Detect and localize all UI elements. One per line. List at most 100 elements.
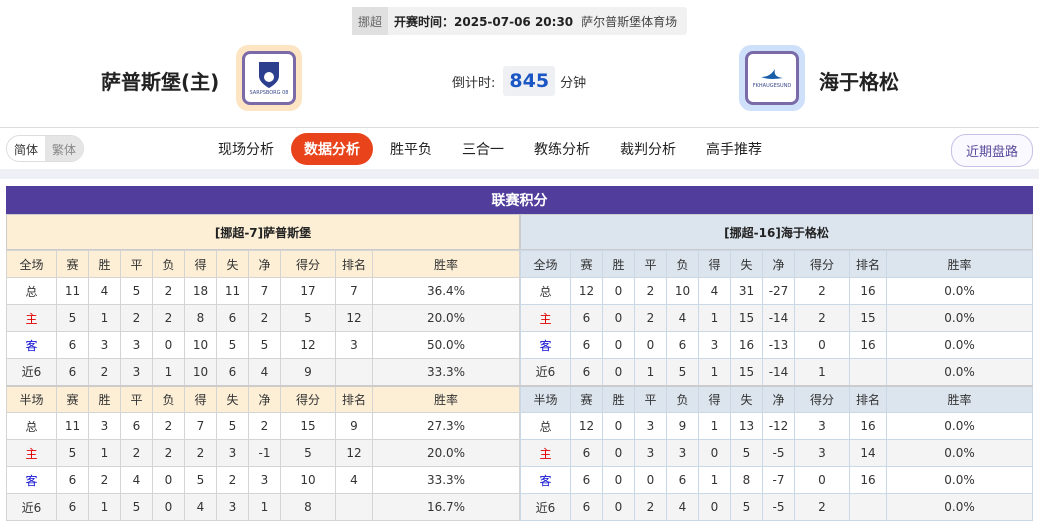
table-cell: 1 [634, 358, 667, 386]
column-header: 净 [762, 384, 795, 413]
row-label: 客 [520, 331, 571, 359]
table-cell: 1 [88, 304, 121, 332]
table-cell: 6 [216, 358, 249, 386]
table-cell: 8 [280, 493, 336, 521]
table-cell: 1 [698, 412, 731, 440]
table-cell: 0 [634, 466, 667, 494]
table-cell: 5 [120, 277, 153, 305]
table-cell: 5 [280, 304, 336, 332]
tab-live-analysis[interactable]: 现场分析 [218, 142, 274, 158]
table-cell: 12 [335, 304, 373, 332]
table-cell: 3 [335, 331, 373, 359]
countdown: 倒计时: 845 分钟 [452, 66, 586, 96]
table-row: 近6 6 2 3 1 10 6 4 9 33.3% [6, 358, 520, 386]
table-cell: 6 [56, 466, 89, 494]
away-logo-text: FKHAUGESUND [752, 83, 792, 89]
table-cell [335, 493, 373, 521]
table-cell: 0 [698, 493, 731, 521]
table-cell: 36.4% [372, 277, 520, 305]
table-cell: 4 [335, 466, 373, 494]
table-cell: 13 [730, 412, 763, 440]
table-cell: 15 [849, 304, 887, 332]
column-header: 胜率 [886, 384, 1033, 413]
tab-coach-analysis[interactable]: 教练分析 [534, 142, 590, 158]
tab-referee-analysis[interactable]: 裁判分析 [620, 142, 676, 158]
column-header: 得分 [794, 384, 850, 413]
table-row: 客 6 0 0 6 1 8 -7 0 16 0.0% [520, 466, 1033, 494]
league-label[interactable]: 挪超 [352, 7, 389, 35]
table-cell: 16 [849, 466, 887, 494]
table-cell: 0 [602, 304, 635, 332]
away-team-logo[interactable]: FKHAUGESUND [739, 45, 805, 111]
column-header: 得 [184, 384, 217, 413]
table-cell: 0.0% [886, 331, 1033, 359]
table-cell: 2 [794, 493, 850, 521]
table-cell: 0 [602, 439, 635, 467]
column-header: 胜率 [372, 384, 520, 413]
tab-three-in-one[interactable]: 三合一 [462, 142, 504, 158]
table-cell: 3 [634, 412, 667, 440]
home-logo-text: SARPSBORG 08 [249, 90, 289, 96]
home-team-logo[interactable]: SARPSBORG 08 [236, 45, 302, 111]
table-row: 近6 6 1 5 0 4 3 1 8 16.7% [6, 493, 520, 521]
table-cell: 6 [570, 304, 603, 332]
column-header: 得 [698, 384, 731, 413]
row-label: 客 [6, 466, 57, 494]
away-table-title: [挪超-16]海于格松 [520, 214, 1033, 250]
table-cell: 6 [570, 493, 603, 521]
tab-expert-picks[interactable]: 高手推荐 [706, 142, 762, 158]
table-cell: 0.0% [886, 277, 1033, 305]
table-cell: 2 [248, 412, 281, 440]
table-cell: 3 [634, 439, 667, 467]
tab-win-draw-loss[interactable]: 胜平负 [390, 142, 432, 158]
table-cell: 50.0% [372, 331, 520, 359]
table-cell: 1 [88, 439, 121, 467]
table-cell: 9 [280, 358, 336, 386]
table-row: 主 6 0 2 4 1 15 -14 2 15 0.0% [520, 304, 1033, 332]
column-header: 平 [634, 250, 667, 278]
shield-icon [259, 62, 279, 88]
table-cell: 15 [730, 304, 763, 332]
table-cell: 6 [56, 331, 89, 359]
table-cell: 2 [184, 439, 217, 467]
table-cell: 1 [88, 493, 121, 521]
table-cell: 0 [152, 466, 185, 494]
table-cell: 16 [849, 331, 887, 359]
table-cell: 10 [280, 466, 336, 494]
table-cell: 1 [152, 358, 185, 386]
table-cell: 6 [666, 331, 699, 359]
table-cell: 31 [730, 277, 763, 305]
column-header: 失 [730, 384, 763, 413]
table-cell: 15 [730, 358, 763, 386]
column-header: 排名 [335, 384, 373, 413]
table-row: 主 5 1 2 2 2 3 -1 5 12 20.0% [6, 439, 520, 467]
table-cell: 33.3% [372, 358, 520, 386]
recent-odds-button[interactable]: 近期盘路 [950, 134, 1033, 167]
lang-traditional[interactable]: 繁体 [45, 136, 84, 161]
table-row: 总 12 0 3 9 1 13 -12 3 16 0.0% [520, 412, 1033, 440]
table-cell: 6 [666, 466, 699, 494]
column-header: 得 [184, 250, 217, 278]
column-header: 全场 [520, 250, 571, 278]
tab-data-analysis[interactable]: 数据分析 [291, 133, 373, 165]
table-cell: 2 [120, 304, 153, 332]
away-team-name[interactable]: 海于格松 [819, 70, 899, 94]
table-cell: 10 [666, 277, 699, 305]
lang-simplified[interactable]: 简体 [14, 143, 39, 157]
home-team-name[interactable]: 萨普斯堡(主) [101, 70, 220, 94]
table-cell: 12 [280, 331, 336, 359]
table-cell: 3 [794, 439, 850, 467]
kickoff-time: 开赛时间：2025-07-06 20:30 [394, 14, 574, 29]
row-label: 近6 [520, 493, 571, 521]
table-cell: 10 [184, 358, 217, 386]
half-header-row: 半场赛胜平负得失净得分 排名 胜率 [520, 384, 1033, 413]
column-header: 净 [248, 250, 281, 278]
table-row: 总 11 3 6 2 7 5 2 15 9 27.3% [6, 412, 520, 440]
column-header: 半场 [520, 384, 571, 413]
language-toggle: 简体 繁体 [6, 135, 85, 162]
table-cell: 12 [570, 277, 603, 305]
table-cell: 0 [152, 331, 185, 359]
table-cell: 6 [216, 304, 249, 332]
table-cell: 2 [634, 304, 667, 332]
table-cell: -5 [762, 493, 795, 521]
